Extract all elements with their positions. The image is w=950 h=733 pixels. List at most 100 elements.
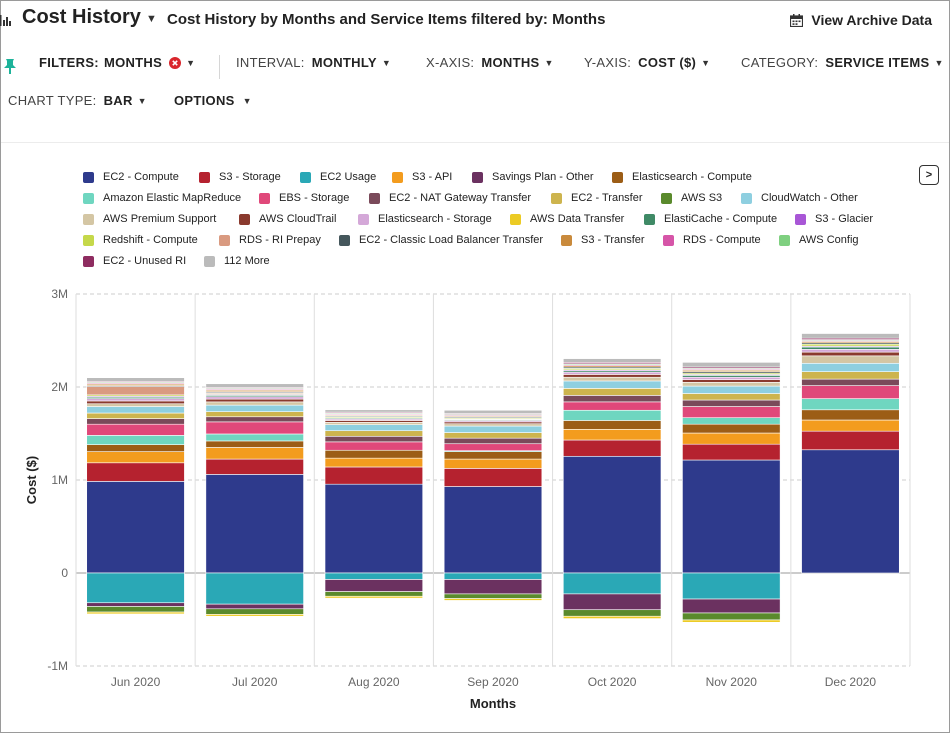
clear-filter-icon[interactable] xyxy=(169,56,182,69)
pin-icon[interactable] xyxy=(3,58,17,74)
report-subtitle: Cost History by Months and Service Items… xyxy=(167,11,606,28)
bar-segment-112-more xyxy=(205,383,304,388)
bar-segment-aws-s3 xyxy=(562,609,662,617)
bar-segment-s3-storage xyxy=(801,430,900,451)
legend-swatch xyxy=(259,192,270,204)
legend-item-ec2-nat-gateway-transfer[interactable]: EC2 - NAT Gateway Transfer xyxy=(369,192,531,204)
x-tick-label: Dec 2020 xyxy=(825,675,877,689)
legend-item-rds-ri-prepay[interactable]: RDS - RI Prepay xyxy=(219,234,321,246)
x-tick-label: Jun 2020 xyxy=(111,675,161,689)
bar-segment-ec2-transfer xyxy=(801,371,900,380)
bar-segment-elasticache-compute xyxy=(801,346,900,350)
chevron-down-icon: ▼ xyxy=(242,95,252,106)
legend-item-aws-s3[interactable]: AWS S3 xyxy=(661,192,722,204)
legend-label: AWS CloudTrail xyxy=(259,213,337,225)
bar-segment-aws-s3 xyxy=(443,593,543,599)
legend-item-elasticsearch-storage[interactable]: Elasticsearch - Storage xyxy=(358,213,492,225)
legend-swatch xyxy=(300,171,311,183)
bar-segment-ec2-compute xyxy=(86,481,185,574)
legend-item-amazon-elastic-mapreduce[interactable]: Amazon Elastic MapReduce xyxy=(83,192,241,204)
legend-label: EC2 - Transfer xyxy=(571,192,643,204)
legend-label: ElastiCache - Compute xyxy=(664,213,778,225)
legend-item-ebs-storage[interactable]: EBS - Storage xyxy=(259,192,349,204)
legend-swatch xyxy=(612,171,623,183)
legend-item-rds-compute[interactable]: RDS - Compute xyxy=(663,234,761,246)
bar-segment-ec2-compute xyxy=(562,455,662,574)
bar-segment-aws-s3 xyxy=(205,608,304,615)
bar-segment-aws-cloudtrail xyxy=(801,351,900,357)
bar-segment-ec2-transfer xyxy=(443,432,543,439)
y-axis-dropdown[interactable]: Y-AXIS: COST ($) ▼ xyxy=(584,55,710,70)
legend-item-ec2-usage[interactable]: EC2 Usage xyxy=(300,171,376,183)
legend-item-ec2-transfer[interactable]: EC2 - Transfer xyxy=(551,192,643,204)
bar-segment-s3-api xyxy=(562,429,662,441)
legend-item-ec2-unused-ri[interactable]: EC2 - Unused RI xyxy=(83,255,186,267)
view-archive-button[interactable]: View Archive Data xyxy=(790,12,932,28)
x-axis-dropdown[interactable]: X-AXIS: MONTHS ▼ xyxy=(426,55,554,70)
legend-item-s3-storage[interactable]: S3 - Storage xyxy=(199,171,281,183)
options-dropdown[interactable]: OPTIONS ▼ xyxy=(174,93,252,108)
legend-label: AWS Config xyxy=(799,234,859,246)
legend-item-redshift-compute[interactable]: Redshift - Compute xyxy=(83,234,198,246)
legend-item-s3-api[interactable]: S3 - API xyxy=(392,171,452,183)
interval-dropdown[interactable]: INTERVAL: MONTHLY ▼ xyxy=(236,55,391,70)
divider xyxy=(1,142,949,143)
filters-label: FILTERS: xyxy=(39,55,99,70)
legend-item-aws-premium-support[interactable]: AWS Premium Support xyxy=(83,213,216,225)
bar-segment-elasticsearch-compute xyxy=(205,440,304,448)
category-dropdown[interactable]: CATEGORY: SERVICE ITEMS ▼ xyxy=(741,55,944,70)
bar-segment-savings-plan-other xyxy=(324,579,424,592)
chart-type-dropdown[interactable]: CHART TYPE: BAR ▼ xyxy=(8,93,147,108)
bar-segment-ebs-storage xyxy=(205,421,304,435)
legend-item-elasticsearch-compute[interactable]: Elasticsearch - Compute xyxy=(612,171,752,183)
bar-segment-112-more xyxy=(682,362,781,368)
bar-segment-s3-api xyxy=(324,457,424,468)
legend-swatch xyxy=(339,234,350,246)
bar-segment-cloudwatch-other xyxy=(801,362,900,372)
bar-segment-ebs-storage xyxy=(86,423,185,436)
chevron-down-icon: ▼ xyxy=(381,57,392,68)
bar-segment-112-more xyxy=(562,358,662,363)
legend-swatch xyxy=(472,171,483,183)
legend-item-s3-transfer[interactable]: S3 - Transfer xyxy=(561,234,645,246)
bar-segment-ec2-nat-gateway-transfer xyxy=(86,418,185,425)
y-tick-label: 1M xyxy=(51,473,68,487)
bar-segment-elasticsearch-compute xyxy=(443,451,543,460)
legend-item-ec2-compute[interactable]: EC2 - Compute xyxy=(83,171,179,183)
chart-type-value: BAR xyxy=(103,93,133,108)
legend-label: EC2 - Unused RI xyxy=(103,255,187,267)
legend-item-aws-data-transfer[interactable]: AWS Data Transfer xyxy=(510,213,624,225)
bar-segment-ec2-nat-gateway-transfer xyxy=(562,395,662,403)
bar-segment-aws-data-transfer xyxy=(324,595,424,599)
legend-item-elasticache-compute[interactable]: ElastiCache - Compute xyxy=(644,213,777,225)
legend-item-cloudwatch-other[interactable]: CloudWatch - Other xyxy=(741,192,858,204)
legend-item-aws-cloudtrail[interactable]: AWS CloudTrail xyxy=(239,213,336,225)
bar-segment-s3-storage xyxy=(682,443,781,461)
x-axis-value: MONTHS xyxy=(481,55,540,70)
page-title[interactable]: Cost History xyxy=(22,6,141,28)
bar-segment-aws-cloudtrail xyxy=(205,398,304,403)
options-label: OPTIONS xyxy=(174,93,235,108)
legend-label: Redshift - Compute xyxy=(103,234,198,246)
bar-segment-ec2-compute xyxy=(324,483,424,574)
chevron-down-icon[interactable]: ▼ xyxy=(146,13,157,25)
legend-next-button[interactable]: > xyxy=(919,165,939,185)
bar-segment-112-more xyxy=(443,409,543,414)
legend-item-aws-config[interactable]: AWS Config xyxy=(779,234,859,246)
legend-item-112-more[interactable]: 112 More xyxy=(204,255,270,267)
legend-item-s3-glacier[interactable]: S3 - Glacier xyxy=(795,213,873,225)
legend-item-ec2-classic-load-balancer-transfer[interactable]: EC2 - Classic Load Balancer Transfer xyxy=(339,234,543,246)
legend-swatch xyxy=(83,255,94,267)
legend-label: S3 - Glacier xyxy=(815,213,874,225)
interval-value: MONTHLY xyxy=(311,55,377,70)
bar-segment-s3-storage xyxy=(324,466,424,485)
chevron-down-icon: ▼ xyxy=(137,95,147,106)
interval-label: INTERVAL: xyxy=(236,55,305,70)
bar-segment-ec2-usage xyxy=(562,572,662,595)
bar-segment-ec2-transfer xyxy=(205,411,304,418)
legend-item-savings-plan-other[interactable]: Savings Plan - Other xyxy=(472,171,594,183)
filters-dropdown[interactable]: FILTERS: MONTHS ▼ xyxy=(39,55,195,70)
bar-segment-cloudwatch-other xyxy=(86,406,185,414)
legend-swatch xyxy=(644,213,655,225)
legend-swatch xyxy=(392,171,403,183)
